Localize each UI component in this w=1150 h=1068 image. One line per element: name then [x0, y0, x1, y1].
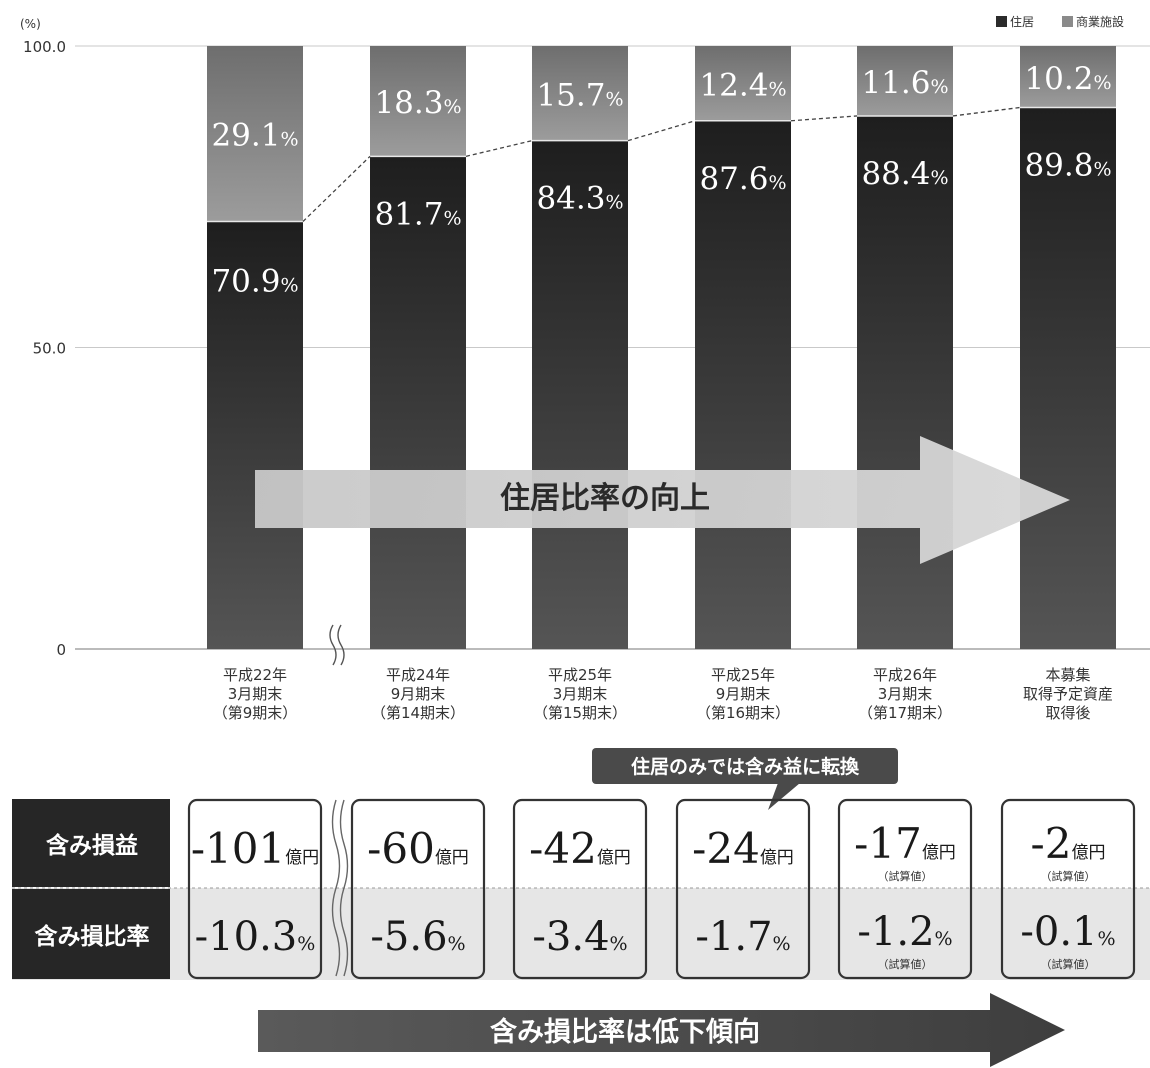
legend-label-commercial: 商業施設 [1076, 14, 1124, 29]
table-break-icon [331, 799, 349, 977]
bottom-arrow-label: 含み損比率は低下傾向 [490, 1016, 760, 1048]
bar-residential [1020, 107, 1116, 650]
x-tick-label: 平成26年 3月期末（第17期末） [858, 666, 952, 722]
y-tick-label: 100.0 [23, 38, 66, 56]
gain-value: -60億円 [367, 824, 469, 873]
value-cell [187, 798, 323, 980]
x-tick-label: 平成24年 9月期末（第14期末） [371, 666, 465, 722]
gain-value: -42億円 [529, 824, 631, 873]
ratio-estimate-note: （試算値） [878, 957, 933, 971]
legend-label-residential: 住居 [1010, 15, 1034, 29]
trend-arrow: 住居比率の向上 [255, 436, 1070, 564]
ratio-row-band [12, 888, 1150, 980]
trend-segment [790, 115, 858, 122]
gain-estimate-note: （試算値） [878, 869, 933, 883]
axis-break-icon [329, 624, 345, 666]
bar-commercial [207, 46, 303, 222]
legend-swatch-residential [996, 16, 1007, 27]
y-tick-label: 50.0 [33, 340, 66, 358]
row-header-gain: 含み損益 [12, 799, 170, 887]
value-cell [675, 798, 811, 980]
bar-commercial [370, 46, 466, 157]
gain-value: -17億円 [854, 819, 956, 868]
gain-value: -101億円 [191, 824, 319, 873]
bar-residential [857, 115, 953, 649]
bar-residential [532, 140, 628, 649]
data-label-commercial: 15.7% [536, 77, 623, 113]
value-cell [512, 798, 648, 980]
value-cell [837, 798, 973, 980]
trend-segment [952, 106, 1021, 117]
value-cell [350, 798, 486, 980]
trend-segment [465, 140, 533, 157]
bar-residential [370, 156, 466, 649]
y-unit-label: (%) [20, 17, 41, 31]
y-tick-label: 0 [56, 641, 66, 659]
bar-residential [207, 221, 303, 649]
bar-residential [695, 120, 791, 650]
gain-value: -24億円 [692, 824, 794, 873]
ratio-value: -10.3% [195, 914, 316, 960]
bar-commercial [695, 46, 791, 121]
x-tick-label: 平成25年 9月期末（第16期末） [696, 666, 790, 722]
row-header-ratio: 含み損比率 [12, 889, 170, 979]
bottom-arrow: 含み損比率は低下傾向 [258, 993, 1065, 1067]
gain-value: -2億円 [1031, 819, 1106, 868]
trend-segment [627, 120, 696, 142]
row-header-gain-label: 含み損益 [46, 832, 138, 859]
bar-commercial [532, 46, 628, 141]
x-tick-label: 本募集取得予定資産取得後 [1023, 666, 1113, 722]
x-axis-labels: 平成22年 3月期末（第9期末） 平成24年 9月期末（第14期末） 平成25年 3月期末… [213, 666, 1113, 722]
bar-commercial [857, 46, 953, 116]
trend-dashed-line [302, 106, 1021, 222]
row-header-ratio-label: 含み損比率 [35, 923, 150, 950]
legend: 住居 商業施設 [996, 14, 1124, 29]
x-tick-label: 平成25年 3月期末（第15期末） [533, 666, 627, 722]
trend-arrow-label: 住居比率の向上 [500, 481, 710, 516]
x-tick-label: 平成22年 3月期末（第9期末） [213, 666, 298, 722]
table-cells: -101億円-10.3%-60億円-5.6%-42億円-3.4%-24億円-1.… [187, 798, 1136, 980]
callout-text: 住居のみでは含み益に転換 [631, 755, 860, 778]
bar-commercial [1020, 46, 1116, 108]
callout: 住居のみでは含み益に転換 [592, 748, 898, 810]
bars: 29.1%70.9%18.3%81.7%15.7%84.3%12.4%87.6%… [207, 46, 1116, 650]
value-cell [1000, 798, 1136, 980]
legend-swatch-commercial [1062, 16, 1073, 27]
gain-estimate-note: （試算値） [1041, 869, 1096, 883]
ratio-estimate-note: （試算値） [1041, 957, 1096, 971]
data-label-residential: 84.3% [536, 181, 623, 217]
trend-segment [302, 155, 371, 222]
